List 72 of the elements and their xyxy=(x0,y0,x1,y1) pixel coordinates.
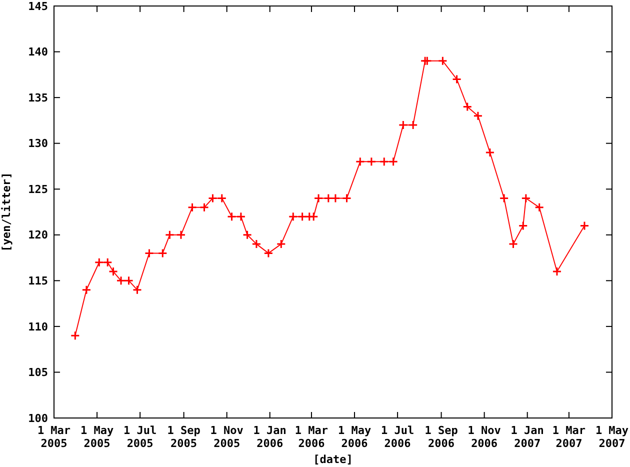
y-tick-label: 115 xyxy=(28,274,48,288)
x-tick-label: 1 Mar 2006 xyxy=(294,424,328,450)
point xyxy=(227,212,237,222)
point xyxy=(124,276,134,286)
point xyxy=(116,276,126,286)
point xyxy=(499,194,509,204)
point xyxy=(208,194,218,204)
point xyxy=(521,194,531,204)
point xyxy=(70,330,80,340)
point xyxy=(552,266,562,276)
point xyxy=(508,239,518,249)
y-tick-label: 110 xyxy=(28,320,48,334)
x-tick-label: 1 Jan 2006 xyxy=(253,424,286,450)
x-tick-label: 1 Jul 2005 xyxy=(124,424,157,450)
point xyxy=(580,220,590,230)
point xyxy=(200,202,210,212)
point xyxy=(452,74,462,84)
point xyxy=(144,248,154,258)
y-tick-label: 135 xyxy=(28,91,48,104)
x-tick-label: 1 May 2007 xyxy=(595,424,629,450)
y-tick-label: 120 xyxy=(28,228,48,242)
y-tick-label: 100 xyxy=(28,412,48,425)
x-tick-label: 1 Sep 2006 xyxy=(424,424,458,450)
x-tick-label: 1 Jan 2007 xyxy=(510,424,544,450)
x-tick-label: 1 Sep 2005 xyxy=(167,424,201,450)
point xyxy=(355,156,365,166)
point xyxy=(473,111,483,121)
x-tick-label: 1 May 2005 xyxy=(80,424,114,450)
point xyxy=(438,56,448,66)
point xyxy=(342,194,352,204)
point xyxy=(308,212,318,222)
point xyxy=(298,212,308,222)
x-tick-label: 1 Jul 2006 xyxy=(380,424,414,450)
x-tick-label: 1 May 2006 xyxy=(338,424,372,450)
point xyxy=(330,194,340,204)
y-tick-label: 125 xyxy=(28,182,48,196)
point xyxy=(252,239,262,249)
point xyxy=(366,156,376,166)
point xyxy=(314,194,324,204)
point xyxy=(188,202,198,212)
point xyxy=(108,266,118,276)
point xyxy=(276,239,286,249)
y-tick-label: 140 xyxy=(28,46,48,59)
point xyxy=(164,230,174,240)
y-tick-label: 130 xyxy=(28,137,48,150)
point xyxy=(236,212,246,222)
point xyxy=(379,156,389,166)
point xyxy=(82,285,92,295)
point xyxy=(242,230,252,240)
x-axis-title: [date] xyxy=(313,453,353,466)
point xyxy=(388,156,398,166)
point xyxy=(264,248,274,258)
x-tick-label: 1 Mar 2005 xyxy=(37,424,71,450)
y-tick-label: 145 xyxy=(28,0,48,13)
point xyxy=(534,202,544,212)
y-tick-label: 105 xyxy=(28,366,48,380)
point xyxy=(398,120,408,130)
point xyxy=(102,258,112,268)
point xyxy=(158,248,168,258)
point xyxy=(94,258,104,268)
x-tick-label: 1 Mar 2007 xyxy=(552,424,586,450)
point xyxy=(408,120,418,130)
point xyxy=(132,285,142,295)
point xyxy=(217,194,227,204)
point xyxy=(462,102,472,112)
point xyxy=(485,148,495,158)
point xyxy=(176,230,186,240)
y-axis-title: [yen/litter] xyxy=(0,172,13,252)
point xyxy=(288,212,298,222)
x-tick-label: 1 Nov 2006 xyxy=(468,424,502,450)
point xyxy=(518,220,528,230)
x-tick-label: 1 Nov 2005 xyxy=(210,424,244,450)
